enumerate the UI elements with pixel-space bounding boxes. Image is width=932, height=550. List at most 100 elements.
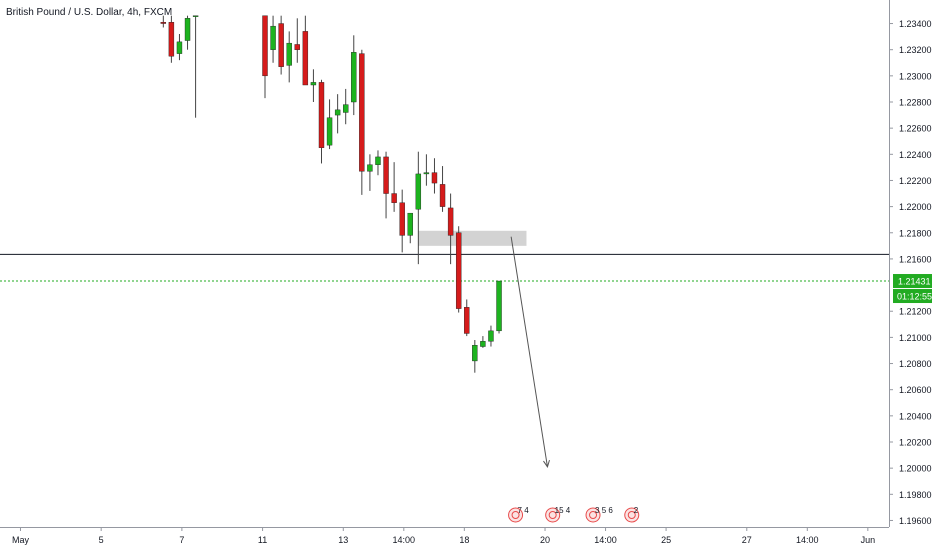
main-candle-19 xyxy=(415,173,422,210)
event-icon-inner xyxy=(548,511,557,519)
event-label: 3 5 6 xyxy=(595,506,613,515)
event-icon xyxy=(624,507,640,523)
countdown-value: 01:12:55 xyxy=(897,292,932,302)
main-candle-6 xyxy=(310,82,317,86)
early-candle-2 xyxy=(176,41,183,54)
event-icon-inner xyxy=(627,511,636,519)
main-candle-4 xyxy=(294,44,300,50)
early-candle-1 xyxy=(168,22,175,57)
x-tick-label-10: 27 xyxy=(742,535,752,545)
y-tick-label-7: 1.22000 xyxy=(899,202,932,212)
horizontal-line-layer xyxy=(0,253,889,282)
event-icon xyxy=(508,507,524,523)
y-tick-label-18: 1.19600 xyxy=(899,516,932,526)
events-layer: 7 4 15 4 3 5 6 2 xyxy=(508,506,640,523)
main-candle-23 xyxy=(447,207,454,236)
y-tick-label-6: 1.22200 xyxy=(899,176,932,186)
y-tick-label-13: 1.20600 xyxy=(899,385,932,395)
event-marker-2[interactable]: 3 5 6 xyxy=(585,506,613,523)
y-tick-label-0: 1.23400 xyxy=(899,19,932,29)
x-tick-label-11: 14:00 xyxy=(796,535,819,545)
event-icon-inner xyxy=(511,511,520,519)
main-candle-9 xyxy=(334,109,341,116)
x-tick-label-6: 18 xyxy=(459,535,469,545)
main-candle-8 xyxy=(326,117,333,146)
x-axis-background xyxy=(0,527,932,550)
y-tick-label-16: 1.20000 xyxy=(899,464,932,474)
y-tick-label-15: 1.20200 xyxy=(899,438,932,448)
y-tick-label-5: 1.22400 xyxy=(899,150,932,160)
main-candle-3 xyxy=(286,42,292,66)
y-tick-label-1: 1.23200 xyxy=(899,45,932,55)
x-tick-label-12: Jun xyxy=(861,535,876,545)
main-candle-14 xyxy=(375,156,381,165)
last-price-value: 1.21431 xyxy=(898,277,931,287)
chart-title: British Pound / U.S. Dollar, 4h, FXCM xyxy=(6,7,173,18)
event-marker-1[interactable]: 15 4 xyxy=(545,506,571,523)
y-tick-label-2: 1.23000 xyxy=(899,71,932,81)
x-tick-label-4: 13 xyxy=(338,535,348,545)
main-candle-16 xyxy=(391,193,397,203)
main-candle-25 xyxy=(464,307,470,334)
y-tick-label-11: 1.21000 xyxy=(899,333,932,343)
arrow-layer xyxy=(510,236,550,468)
x-axis[interactable]: May 5 7 11 13 14:00 18 20 14:00 25 27 14:00 Jun xyxy=(0,527,932,550)
last-price-badge xyxy=(893,274,932,289)
event-icon xyxy=(585,507,601,523)
x-tick-label-1: 5 xyxy=(99,535,104,545)
x-tick-label-0: May xyxy=(12,535,30,545)
x-tick-label-5: 14:00 xyxy=(393,535,416,545)
zone-layer xyxy=(418,230,527,246)
main-candle-18 xyxy=(407,212,413,236)
candles-layer xyxy=(160,15,502,373)
main-candle-22 xyxy=(439,184,446,207)
projection-arrow-head xyxy=(543,460,550,468)
event-icon xyxy=(545,507,561,523)
event-marker-3[interactable]: 2 xyxy=(624,506,640,523)
y-tick-label-10: 1.21200 xyxy=(899,307,932,317)
y-tick-label-17: 1.19800 xyxy=(899,490,932,500)
x-tick-label-3: 11 xyxy=(258,535,267,545)
main-candle-21 xyxy=(431,172,438,184)
main-candle-17 xyxy=(399,202,405,236)
projection-arrow-line xyxy=(510,236,548,467)
y-tick-label-3: 1.22800 xyxy=(899,98,932,108)
event-marker-0[interactable]: 7 4 xyxy=(508,506,530,523)
main-candle-15 xyxy=(383,156,389,194)
early-candle-4 xyxy=(192,15,199,17)
main-candle-1 xyxy=(270,25,276,50)
x-tick-label-2: 7 xyxy=(179,535,184,545)
event-label: 15 4 xyxy=(555,506,571,515)
y-tick-label-14: 1.20400 xyxy=(899,411,932,421)
early-candle-3 xyxy=(184,18,191,41)
main-candle-27 xyxy=(480,341,486,347)
main-candle-2 xyxy=(278,23,284,67)
event-label: 2 xyxy=(634,506,639,515)
main-candle-10 xyxy=(343,104,349,113)
main-candle-13 xyxy=(367,164,373,172)
y-tick-label-8: 1.21800 xyxy=(899,228,932,238)
main-candle-11 xyxy=(351,52,357,103)
main-candle-28 xyxy=(488,330,494,342)
x-tick-label-9: 25 xyxy=(661,535,671,545)
x-tick-label-7: 20 xyxy=(540,535,550,545)
main-candle-5 xyxy=(302,31,309,86)
y-tick-label-4: 1.22600 xyxy=(899,124,932,134)
main-candle-0 xyxy=(262,15,268,77)
y-tick-label-9: 1.21600 xyxy=(899,254,932,264)
main-candle-29 xyxy=(496,280,502,332)
main-candle-24 xyxy=(455,232,462,309)
main-candle-12 xyxy=(359,53,365,172)
y-tick-label-12: 1.20800 xyxy=(899,359,932,369)
main-candle-26 xyxy=(472,345,478,362)
countdown-badge xyxy=(893,289,932,304)
event-icon-inner xyxy=(589,511,598,519)
early-candle-0 xyxy=(160,22,167,24)
price-zone xyxy=(418,230,527,246)
main-candle-20 xyxy=(423,172,430,175)
y-axis[interactable]: 1.23400 1.23200 1.23000 1.22800 1.22600 1.224… xyxy=(889,0,932,550)
event-label: 7 4 xyxy=(518,506,530,515)
x-tick-label-8: 14:00 xyxy=(594,535,617,545)
